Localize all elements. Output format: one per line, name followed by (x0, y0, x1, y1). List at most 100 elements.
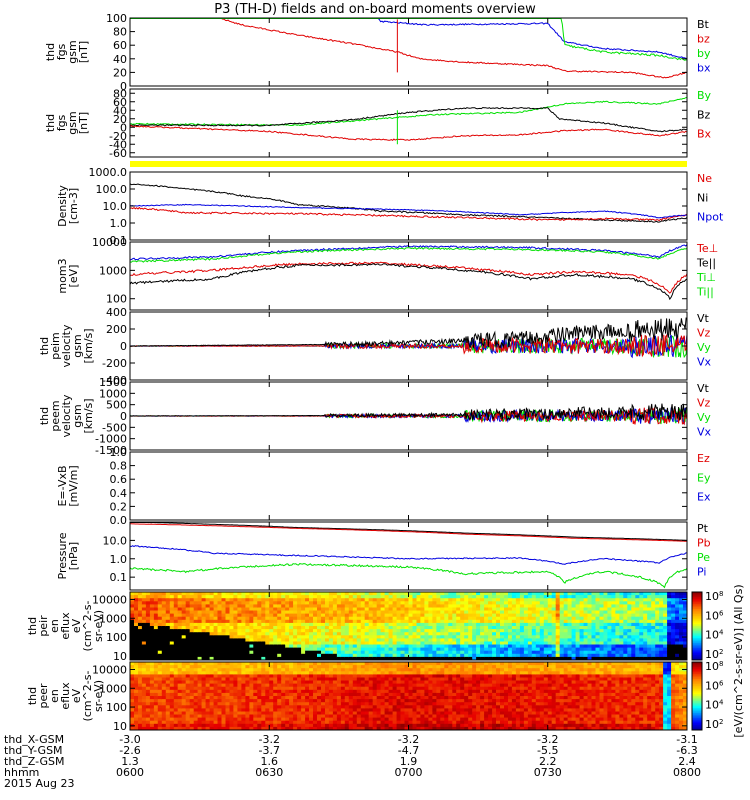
series-By (130, 96, 687, 127)
series-Bx (130, 125, 687, 142)
series-Ne (130, 206, 687, 222)
ytick-label: 1.0 (110, 446, 128, 459)
xaxis-value: -3.7 (259, 744, 280, 757)
ytick-label: 400 (106, 306, 127, 319)
ytick-label: 20 (113, 66, 127, 79)
legend-p7-0: Ez (697, 452, 710, 465)
legend-p8-3: Pi (697, 566, 706, 579)
ylabel-p7: E=-VxB[mV/m] (56, 465, 80, 506)
panel-p8-data (130, 522, 687, 589)
ytick-label: 40 (113, 104, 127, 117)
xaxis-value: -5.5 (537, 744, 558, 757)
ytick-label: 20 (113, 113, 127, 126)
ylabel-line: [nT] (77, 112, 90, 134)
xaxis-row-label: thd_Y-GSM (4, 744, 63, 757)
colorbar-2: 108 106 104 102 (691, 660, 724, 731)
ylabel-line: peim (49, 332, 62, 360)
ylabel-line: velocity (60, 394, 73, 437)
ylabel-line: (cm^2-s- (81, 601, 94, 652)
panel-p1-frame (129, 17, 688, 87)
panel-p10: 10000 1000 100 10 thdpeerenefluxeV(cm^2-s-sr… (26, 661, 688, 733)
legend-p1-2: by (697, 47, 711, 60)
ytick-label: -40 (109, 138, 127, 151)
xaxis-value: -4.7 (398, 744, 419, 757)
yellow-bar (130, 161, 687, 167)
panel-p7-frame (129, 451, 688, 521)
ylabel-line: eflux (59, 682, 72, 710)
ytick-label: 10.0 (103, 534, 128, 547)
legend-p7-1: Ey (697, 471, 711, 484)
ylabel-line: [eV] (67, 265, 80, 288)
ytick-label: 0.1 (110, 234, 128, 247)
ytick-label: 1000.0 (89, 166, 128, 179)
ytick-label: 10000 (92, 663, 127, 676)
ytick-label: 1000 (99, 387, 127, 400)
ytick-label: -20 (109, 130, 127, 143)
ytick-label: -1000 (95, 433, 127, 446)
legend-p7-2: Ex (697, 491, 711, 504)
ytick-label: -200 (102, 357, 127, 370)
ytick-label: 0 (120, 410, 127, 423)
ytick-label: 0.8 (110, 460, 128, 473)
xaxis-row-label: hhmm (4, 766, 39, 779)
colorbar-label: 104 (705, 699, 724, 712)
panel-p5-data (130, 317, 687, 359)
series-Vt (130, 317, 687, 349)
ytick-label: 100 (106, 631, 127, 644)
legend-p3-2: Npot (697, 211, 724, 224)
xaxis-row-label: thd_X-GSM (4, 733, 64, 746)
legend-p8-1: Pb (697, 537, 711, 550)
series-Ti-par (130, 246, 687, 263)
xaxis-value: 0630 (255, 766, 283, 779)
ylabel-p8: Pressure[nPa] (56, 532, 80, 579)
panel-p6: 150010005000-500-1000-1500thdpeemvelocit… (38, 376, 712, 457)
ytick-label: -60 (109, 147, 127, 160)
ylabel-line: gsm (71, 334, 84, 357)
ytick-label: 0 (120, 80, 127, 93)
ytick-label: 1000 (99, 682, 127, 695)
ylabel-line: [km/s] (82, 328, 95, 363)
series-Pi (130, 545, 687, 565)
ylabel-line: Density (56, 185, 69, 227)
series-Te-perp (130, 261, 687, 294)
panel-p3-frame (129, 171, 688, 241)
xaxis-value: 0730 (534, 766, 562, 779)
ytick-label: 80 (113, 87, 127, 100)
series-bx (130, 18, 687, 59)
xaxis-value: 2.4 (678, 755, 696, 768)
legend-p1-1: bz (697, 33, 710, 46)
xaxis-date: 2015 Aug 23 (4, 777, 74, 790)
ytick-label: 0 (120, 340, 127, 353)
ylabel-line: velocity (60, 324, 73, 367)
xaxis-value: -3.0 (119, 733, 140, 746)
xaxis-value: 0700 (395, 766, 423, 779)
series-Bz (130, 106, 687, 133)
ylabel-line: eV (70, 618, 83, 633)
colorbar-1: 108 106 104 102 (691, 590, 724, 661)
ytick-label: 0.0 (110, 514, 128, 527)
panel-p10-data (130, 662, 687, 730)
ylabel-line: [cm-3] (67, 188, 80, 224)
ylabel-line: fgs (55, 43, 68, 60)
legend-p1-0: Bt (697, 18, 710, 31)
legend-p5-3: Vx (697, 356, 712, 369)
ylabel-line: sr-eV) (92, 610, 105, 642)
ylabel-line: E=-VxB (56, 465, 69, 506)
ylabel-line: mom3 (56, 258, 69, 293)
ylabel-line: [nT] (77, 41, 90, 63)
ytick-label: 10.0 (103, 200, 128, 213)
ytick-label: 1000 (99, 264, 127, 277)
colorbar-frame (691, 661, 703, 731)
colorbar-label: 102 (705, 718, 723, 731)
legend-p6-2: Vy (697, 411, 711, 424)
ytick-label: 1500 (99, 376, 127, 389)
ytick-label: 1.0 (110, 553, 128, 566)
panel-p4: 10000 1000 100 mom3[eV] Te⊥ Te||Ti⊥ Ti|| (56, 236, 718, 311)
ylabel-line: gsm (66, 40, 79, 63)
series-Npot (130, 203, 687, 219)
